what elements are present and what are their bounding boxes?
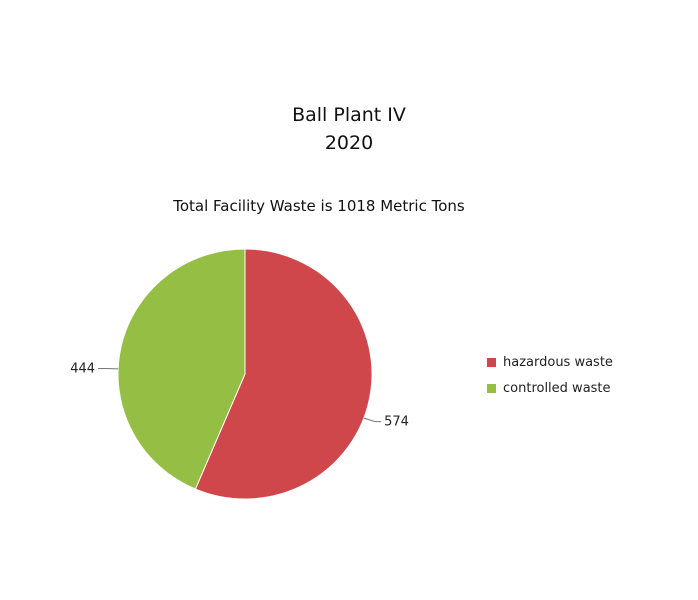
legend-label: hazardous waste [503, 354, 613, 370]
chart-title-line-2: 2020 [324, 132, 374, 154]
chart-title-line-1: Ball Plant IV [292, 104, 406, 126]
legend-item-controlled-waste: controlled waste [487, 377, 613, 399]
leader-line-hazardous-waste [363, 417, 382, 423]
legend-swatch [487, 357, 496, 367]
chart-legend: hazardous waste controlled waste [487, 351, 613, 403]
legend-label: controlled waste [503, 380, 611, 396]
data-label-hazardous-waste: 574 [384, 415, 409, 430]
pie-slice-controlled-waste [117, 248, 246, 490]
data-label-controlled-waste: 444 [70, 362, 95, 377]
legend-item-hazardous-waste: hazardous waste [487, 351, 613, 373]
pie-slice-hazardous-waste [194, 248, 373, 500]
legend-swatch [487, 383, 496, 393]
chart-subtitle: Total Facility Waste is 1018 Metric Tons [173, 197, 465, 215]
